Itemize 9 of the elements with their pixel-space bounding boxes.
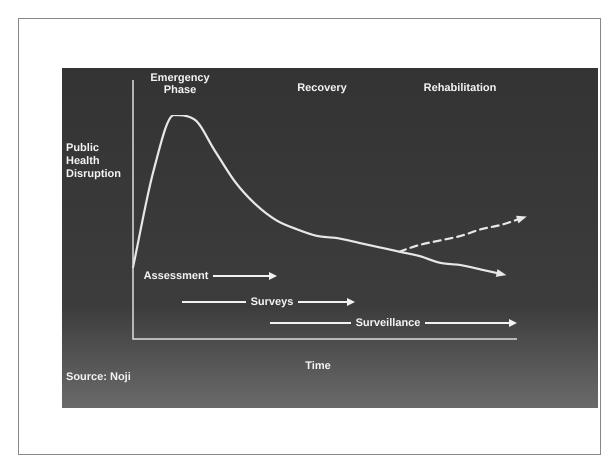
source-note: Source: Noji	[66, 371, 131, 384]
text: Emergency Phase	[150, 72, 211, 96]
text: Rehabilitation	[424, 82, 497, 94]
x-axis-title: Time	[305, 360, 331, 372]
annotation: Surveys	[250, 296, 294, 308]
annotation: Assessment	[144, 270, 209, 282]
y-axis-title: Public Health Disruption	[66, 142, 122, 180]
text: Recovery	[297, 82, 348, 94]
annotation: Surveillance	[356, 317, 420, 330]
